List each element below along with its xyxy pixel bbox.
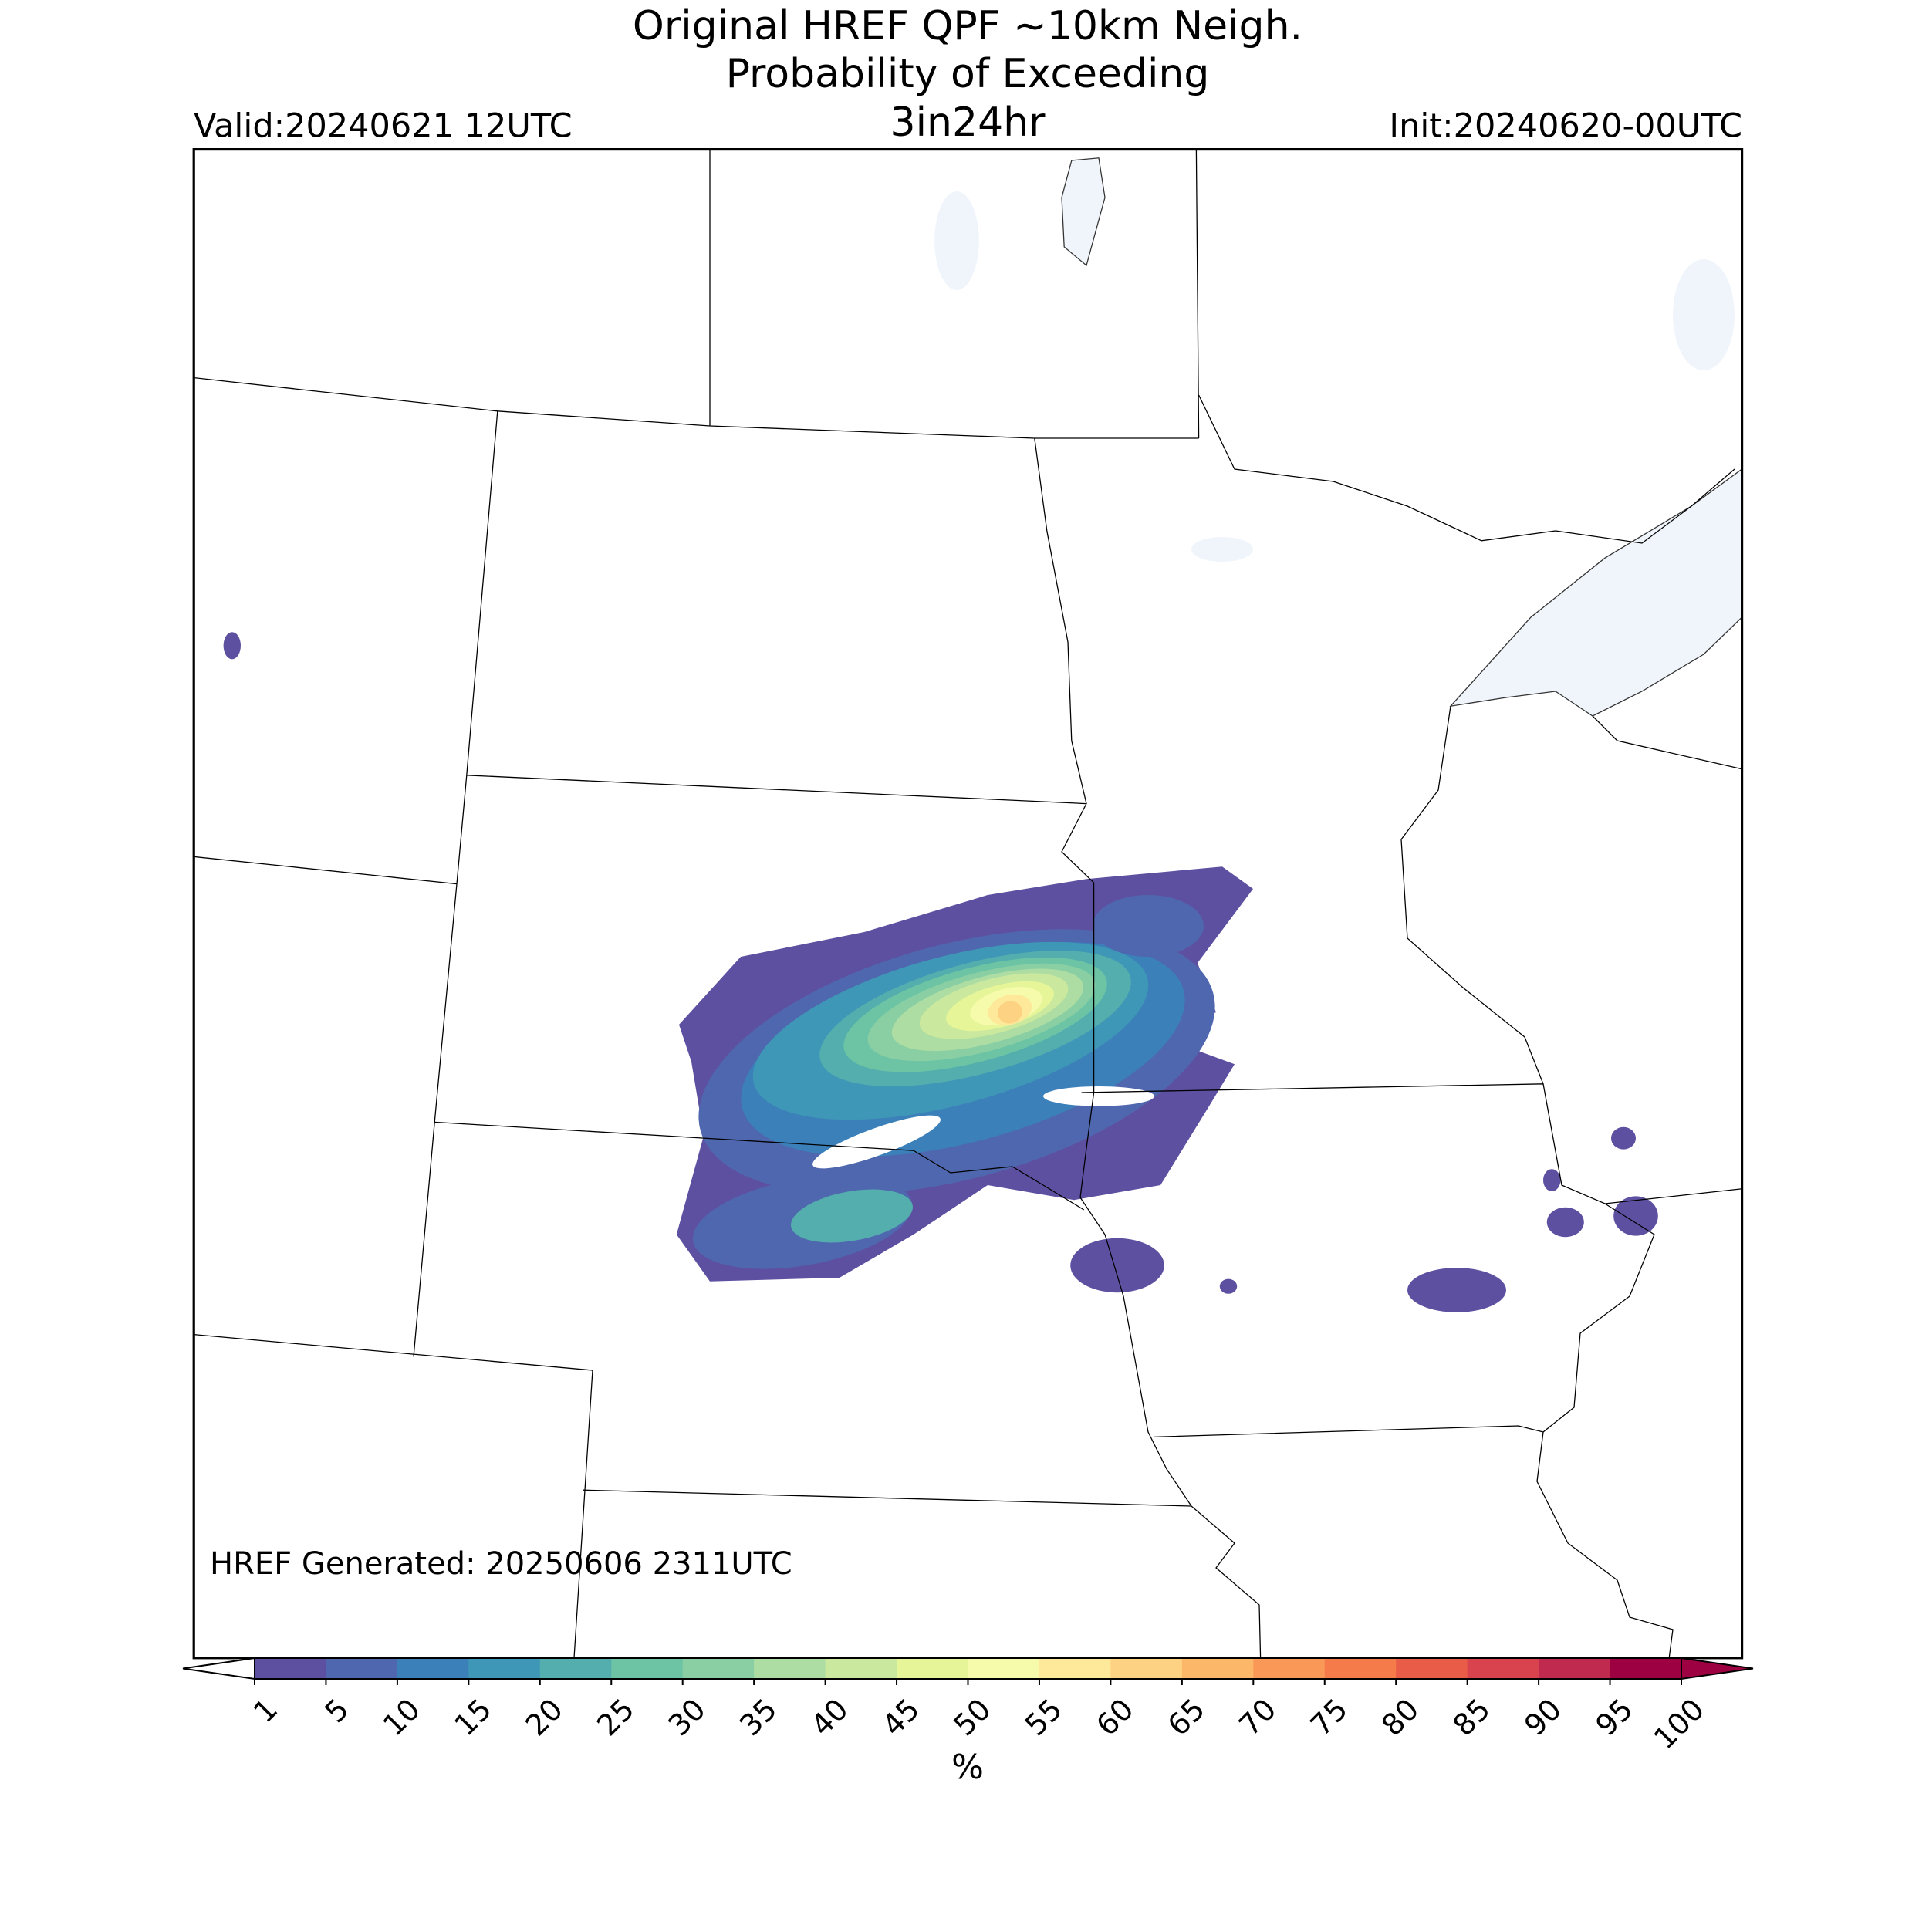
precip-area (223, 632, 241, 660)
precip-area (997, 1001, 1022, 1024)
state-border (583, 1489, 1192, 1507)
colorbar-segment (754, 1658, 826, 1679)
state-border (1079, 1092, 1262, 1658)
colorbar-segment (968, 1658, 1040, 1679)
precip-area (812, 1115, 941, 1169)
init-label: Init:20240620-00UTC (1389, 107, 1742, 146)
state-border (194, 856, 458, 885)
precip-area (1070, 1238, 1164, 1293)
precip-area (1543, 1169, 1561, 1191)
colorbar-segment (1539, 1658, 1611, 1679)
state-border (1592, 715, 1742, 770)
state-border (1154, 1425, 1544, 1438)
state-border (1034, 437, 1095, 1093)
generated-note: HREF Generated: 20250606 2311UTC (210, 1546, 792, 1582)
lake (1191, 537, 1253, 562)
colorbar-segment (611, 1658, 684, 1679)
state-border (1400, 706, 1544, 1085)
colorbar-segment (1396, 1658, 1468, 1679)
map (192, 148, 1744, 1660)
colorbar: 1 5 10 15 20 25 30 35 40 45 50 55 60 65 70 75 80 85 90 95 10… (182, 1657, 1754, 1755)
state-border (434, 1121, 1085, 1211)
colorbar-segment (326, 1658, 398, 1679)
precip-area (1546, 1207, 1584, 1238)
colorbar-segment (397, 1658, 469, 1679)
colorbar-segment (468, 1658, 541, 1679)
colorbar-segment (1110, 1658, 1183, 1679)
map-content (194, 149, 1742, 1658)
precip-area (1613, 1196, 1658, 1236)
precipitation-field (223, 632, 1658, 1312)
precip-area (1407, 1268, 1506, 1312)
precip-area (1219, 1278, 1238, 1294)
state-border (1081, 1083, 1742, 1204)
colorbar-segment (1610, 1658, 1682, 1679)
colorbar-segment (1253, 1658, 1326, 1679)
state-border (1195, 149, 1200, 439)
lake (934, 191, 979, 290)
valid-label: Valid:20240621 12UTC (194, 107, 573, 146)
colorbar-label: % (951, 1748, 984, 1787)
colorbar-segment (682, 1658, 755, 1679)
colorbar-segment (539, 1658, 612, 1679)
lake (1449, 468, 1742, 717)
colorbar-segment (897, 1658, 968, 1679)
colorbar-segment (255, 1658, 326, 1679)
colorbar-segment (825, 1658, 897, 1679)
title-line: Original HREF QPF ~10km Neigh. (633, 3, 1302, 49)
state-border (1536, 1203, 1674, 1658)
lake (1673, 259, 1735, 370)
colorbar-segment (1324, 1658, 1397, 1679)
state-border (194, 1333, 593, 1658)
colorbar-segment (1181, 1658, 1254, 1679)
precip-area (1043, 1086, 1154, 1106)
lake (1061, 157, 1106, 267)
state-border (466, 775, 1087, 805)
colorbar-segment (1467, 1658, 1539, 1679)
precip-area (1093, 895, 1204, 957)
colorbar-segment (1039, 1658, 1111, 1679)
precip-area (791, 1189, 913, 1243)
title-line: 3in24hr (890, 100, 1046, 146)
country-border (1198, 394, 1735, 544)
title-line: Probability of Exceeding (726, 51, 1210, 97)
precip-area (1611, 1126, 1636, 1150)
